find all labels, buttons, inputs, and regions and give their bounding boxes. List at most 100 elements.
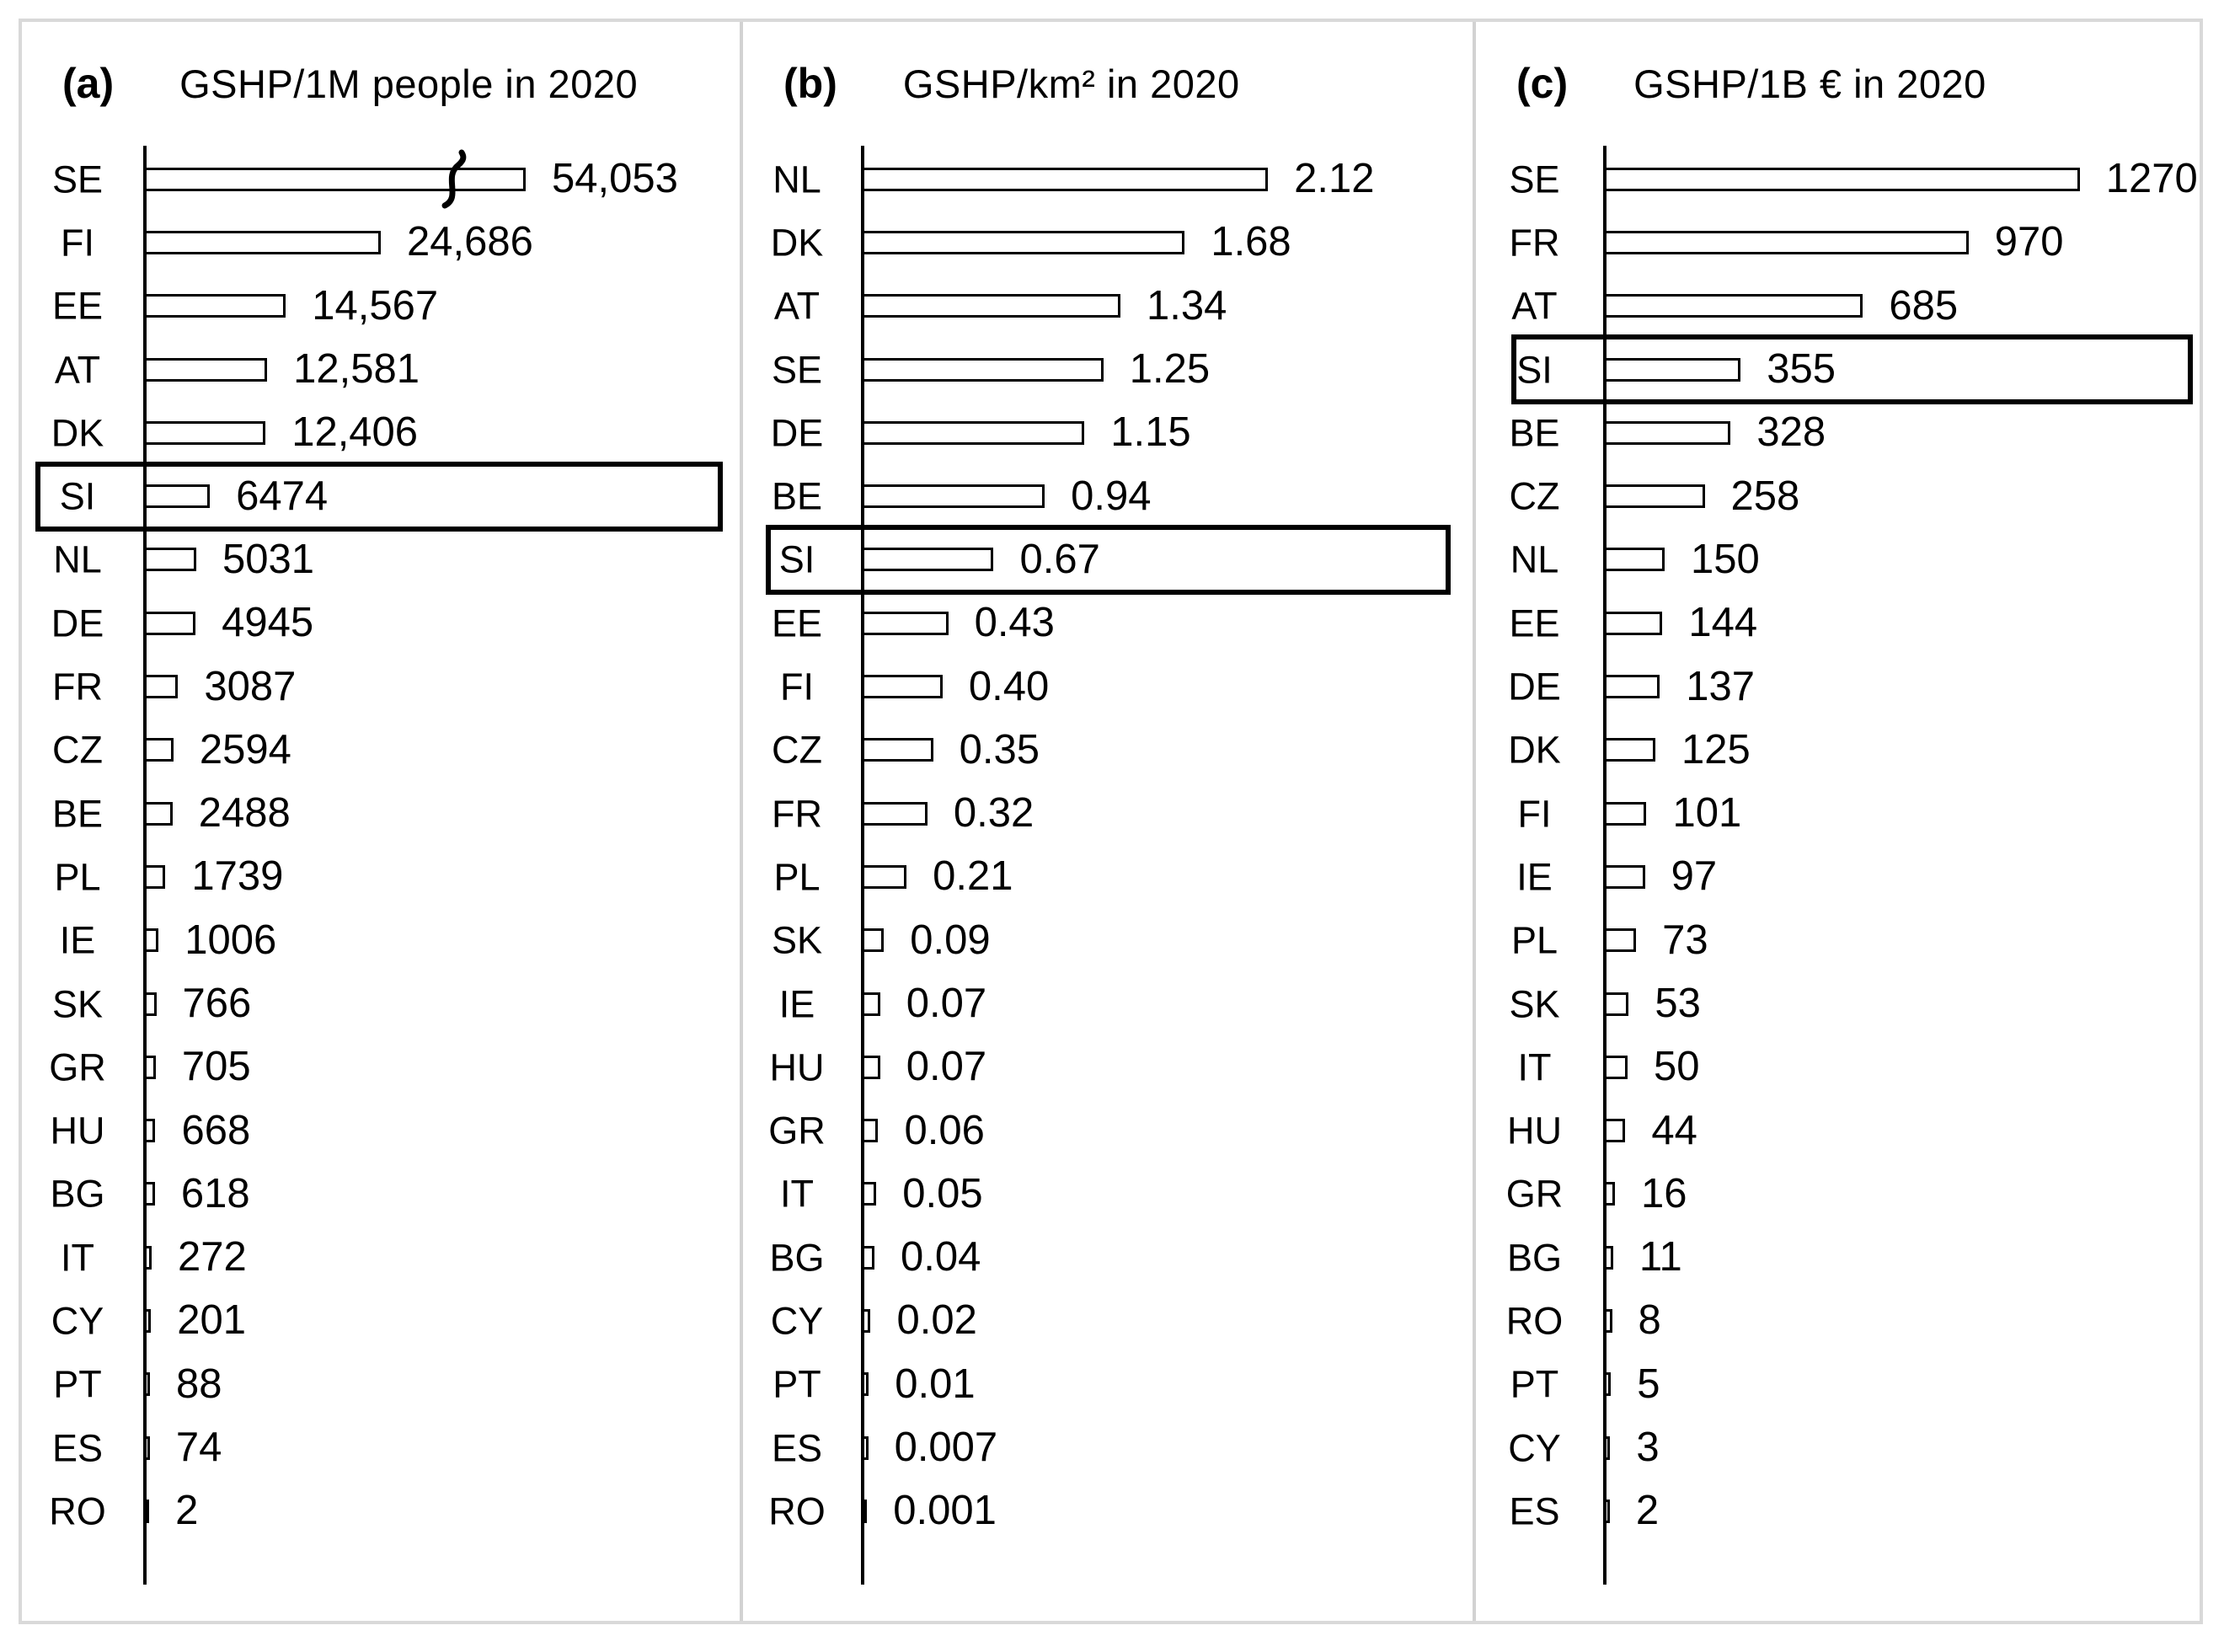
bar — [1607, 1055, 1628, 1079]
chart-row-de: DE 1.15 — [771, 401, 1473, 464]
chart-row-se: SE 54,053 — [52, 147, 740, 211]
chart-row-it: IT 0.05 — [780, 1163, 1473, 1226]
country-label: GR — [768, 1109, 826, 1152]
value-label: 2594 — [199, 726, 291, 773]
chart-row-ie: IE 1006 — [60, 909, 740, 972]
chart-row-pt: PT 5 — [1510, 1353, 2200, 1416]
value-label: 74 — [175, 1425, 222, 1471]
bar — [1607, 1372, 1612, 1397]
value-label: 54,053 — [552, 156, 678, 202]
bar — [1607, 357, 1741, 382]
value-label: 6474 — [236, 473, 329, 519]
country-label: PT — [773, 1362, 821, 1406]
country-label: AT — [773, 284, 821, 328]
panel-title: GSHP/km² in 2020 — [902, 61, 1240, 106]
bar — [864, 928, 885, 953]
value-label: 53 — [1655, 981, 1701, 1026]
country-label: IT — [61, 1236, 94, 1280]
chart-row-de: DE 137 — [1508, 655, 2200, 718]
chart-row-nl: NL 2.12 — [773, 147, 1473, 211]
bar — [147, 1308, 152, 1333]
value-label: 5031 — [222, 536, 315, 582]
bar — [1607, 548, 1665, 572]
chart-row-ie: IE 0.07 — [779, 972, 1473, 1035]
bar — [864, 1499, 868, 1523]
chart-row-pt: PT 0.01 — [773, 1353, 1473, 1416]
chart-row-cz: CZ 2594 — [52, 719, 740, 782]
country-label: DK — [1508, 728, 1561, 772]
value-label: 201 — [177, 1297, 246, 1344]
chart-row-sk: SK 0.09 — [772, 909, 1473, 972]
country-label: SK — [1509, 982, 1560, 1025]
country-label: PL — [54, 855, 101, 899]
bar — [147, 801, 173, 826]
country-label: FR — [772, 792, 822, 836]
chart-row-gr: GR 705 — [49, 1035, 740, 1099]
bar — [864, 357, 1104, 382]
country-label: FR — [1509, 221, 1560, 265]
value-label: 355 — [1767, 346, 1836, 393]
panel-divider — [740, 22, 743, 1621]
chart-row-pl: PL 0.21 — [773, 845, 1473, 908]
country-label: RO — [1505, 1299, 1564, 1343]
panel-c-chart: SE 1270 FR 970 AT 685 SI 355 BE 328 CZ 258 NL 150 EE 14… — [1506, 146, 2200, 1585]
panel-divider — [1473, 22, 1476, 1621]
country-label: BE — [1509, 411, 1560, 455]
country-label: PT — [1510, 1362, 1559, 1406]
bar — [147, 1435, 150, 1460]
chart-row-fr: FR 970 — [1510, 211, 2200, 274]
country-label: SK — [771, 918, 823, 962]
bar — [864, 294, 1120, 318]
value-label: 125 — [1681, 726, 1751, 773]
country-label: DK — [770, 221, 824, 265]
chart-row-ie: IE 97 — [1516, 845, 2200, 908]
chart-row-pt: PT 88 — [53, 1353, 740, 1416]
panel-a-rows: SE 54,053 FI 24,686 EE 14,567 AT 12,581 DK 12,406… — [49, 147, 740, 1543]
panel-c-header: (c) GSHP/1B € in 2020 — [1516, 59, 1986, 108]
value-label: 16 — [1641, 1170, 1687, 1216]
bar — [1607, 167, 2080, 191]
panel-b: (b) GSHP/km² in 2020 NL 2.12 DK 1.68 AT 1.34 S… — [743, 22, 1473, 1621]
chart-row-ro: RO 0.001 — [768, 1479, 1473, 1542]
bar — [864, 1119, 879, 1143]
value-label: 328 — [1756, 409, 1826, 456]
bar — [147, 357, 268, 382]
bar — [864, 1055, 880, 1079]
chart-row-gr: GR 0.06 — [768, 1099, 1473, 1162]
value-label: 97 — [1671, 853, 1718, 900]
country-label: ES — [771, 1426, 823, 1470]
bar — [1607, 1245, 1613, 1270]
chart-row-bg: BG 618 — [50, 1163, 740, 1226]
value-label: 0.06 — [904, 1107, 985, 1153]
country-label: HU — [769, 1045, 825, 1089]
country-label: DK — [51, 411, 104, 455]
value-label: 1.25 — [1129, 346, 1211, 393]
chart-row-nl: NL 5031 — [53, 528, 740, 591]
value-label: 150 — [1691, 536, 1760, 582]
country-label: DE — [770, 411, 824, 455]
axis-break-squiggle — [441, 149, 467, 209]
chart-row-fr: FR 0.32 — [772, 782, 1473, 845]
bar — [1607, 611, 1663, 635]
bar — [1607, 1435, 1611, 1460]
chart-row-pl: PL 73 — [1511, 909, 2200, 972]
value-label: 272 — [178, 1234, 247, 1280]
chart-row-se: SE 1.25 — [772, 338, 1473, 401]
value-label: 11 — [1639, 1234, 1682, 1280]
bar — [147, 1182, 155, 1206]
chart-row-si: SI 355 — [1516, 338, 2200, 401]
bar — [864, 1372, 869, 1397]
value-label: 4945 — [222, 600, 314, 646]
value-label: 258 — [1730, 473, 1800, 519]
country-label: EE — [1509, 601, 1560, 645]
chart-row-ro: RO 8 — [1506, 1289, 2200, 1352]
country-label: SI — [778, 537, 815, 581]
chart-row-ee: EE 144 — [1509, 591, 2200, 655]
country-label: CZ — [772, 728, 822, 772]
value-label: 0.04 — [900, 1234, 981, 1280]
value-label: 766 — [182, 981, 252, 1026]
chart-row-si: SI 6474 — [60, 464, 740, 527]
value-label: 2 — [175, 1488, 199, 1534]
value-label: 0.07 — [906, 981, 987, 1026]
bar — [1607, 1182, 1616, 1206]
